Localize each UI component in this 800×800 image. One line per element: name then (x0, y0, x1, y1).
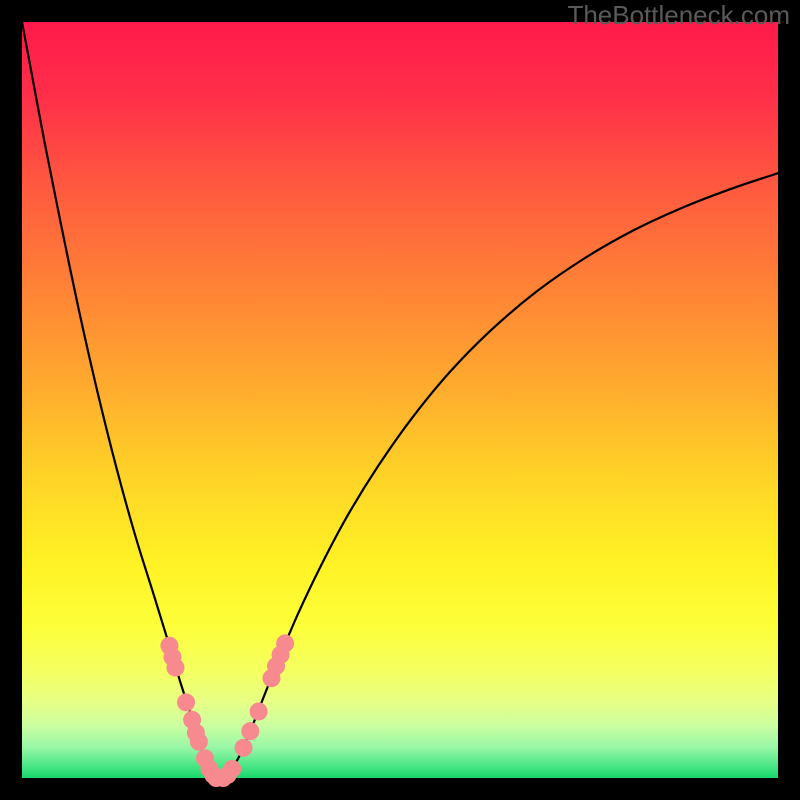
data-marker (250, 702, 268, 720)
left-curve (22, 22, 216, 778)
data-marker (166, 659, 184, 677)
data-marker (235, 739, 253, 757)
curve-layer (22, 22, 778, 778)
right-curve (216, 173, 778, 778)
plot-area (22, 22, 778, 778)
data-marker (190, 733, 208, 751)
watermark-text: TheBottleneck.com (567, 0, 790, 31)
chart-frame: TheBottleneck.com (0, 0, 800, 800)
data-marker (177, 693, 195, 711)
data-marker (223, 760, 241, 778)
data-marker (276, 634, 294, 652)
data-marker (241, 722, 259, 740)
